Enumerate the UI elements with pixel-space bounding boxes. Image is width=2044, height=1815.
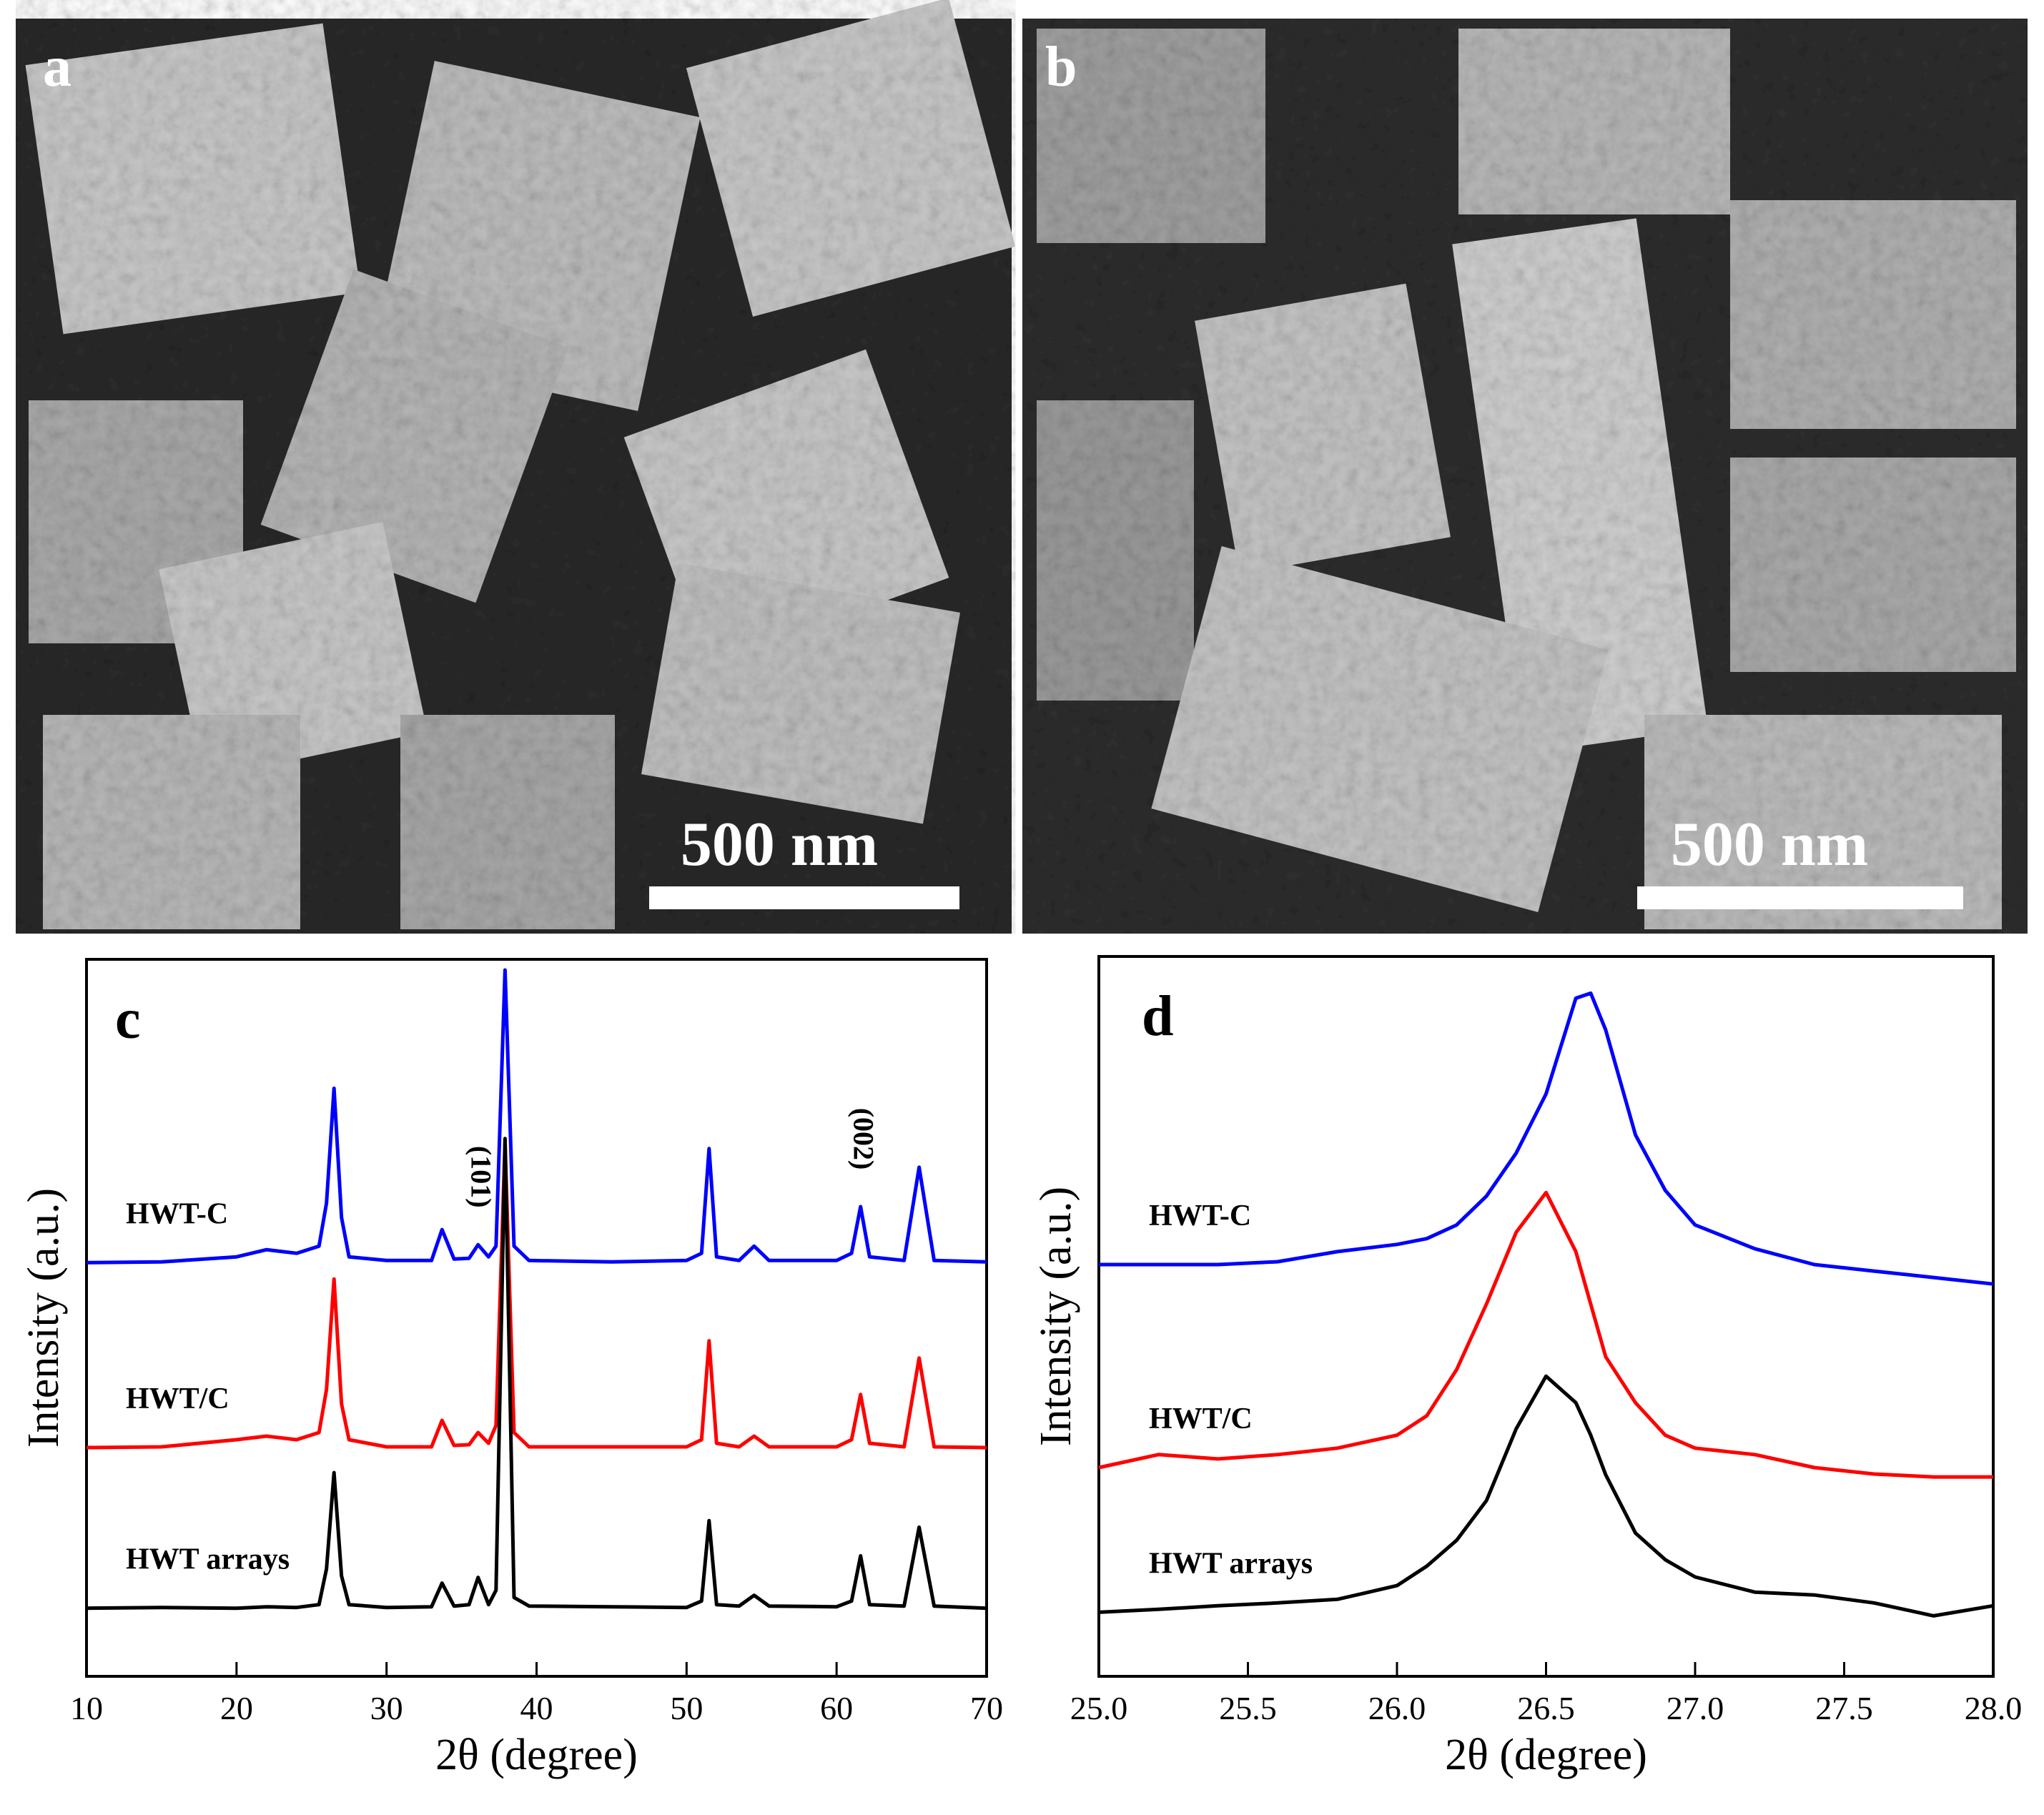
y-axis-label: Intensity (a.u.) [1032,1187,1080,1446]
x-tick-label: 27.0 [1667,1690,1724,1726]
x-tick-label: 30 [370,1690,403,1726]
series-label: HWT/C [1149,1403,1253,1435]
peak-annotation: (002) [848,1108,880,1170]
series-label: HWT/C [126,1383,229,1415]
x-tick-label: 28.0 [1965,1690,2023,1726]
series-line [86,1137,987,1611]
x-axis-label: 2θ (degree) [1445,1731,1647,1779]
panel-label: c [115,988,141,1051]
panel-label: b [1045,36,1077,99]
x-tick-label: 27.5 [1815,1690,1873,1726]
x-tick-label: 60 [820,1690,853,1726]
scale-bar-label: 500 nm [681,810,878,879]
y-axis-label: Intensity (a.u.) [19,1188,68,1448]
scale-bar-label: 500 nm [1671,810,1868,879]
x-tick-label: 20 [220,1690,253,1726]
x-axis-label: 2θ (degree) [435,1731,638,1779]
peak-annotation: (101) [465,1146,497,1208]
x-tick-label: 40 [520,1690,553,1726]
panel-label: d [1142,985,1174,1048]
series-line [86,968,987,1265]
series-line [1098,1190,1993,1479]
series-label: HWT arrays [1149,1547,1313,1580]
sem-image-a [16,0,1016,934]
x-tick-label: 26.5 [1517,1690,1575,1726]
scale-bar [649,886,959,909]
x-tick-label: 25.0 [1070,1690,1128,1726]
panel-label: a [43,36,71,99]
scale-bar [1637,886,1963,909]
x-tick-label: 70 [970,1690,1003,1726]
series-line [1099,991,1994,1286]
x-tick-label: 50 [670,1690,703,1726]
sem-image-b [1022,19,2028,934]
x-tick-label: 10 [70,1690,103,1726]
series-line [1098,1374,1994,1618]
series-label: HWT-C [126,1197,228,1230]
x-tick-label: 26.0 [1368,1690,1426,1726]
series-label: HWT-C [1149,1200,1251,1232]
x-tick-label: 25.5 [1219,1690,1277,1726]
series-label: HWT arrays [126,1543,290,1576]
